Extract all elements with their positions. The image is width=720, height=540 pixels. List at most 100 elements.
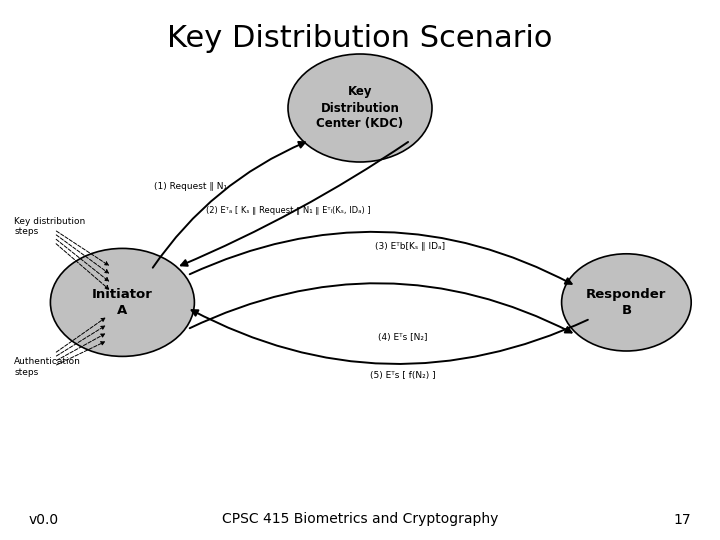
Text: (4) Eᵀs [N₂]: (4) Eᵀs [N₂] [379, 333, 428, 342]
Ellipse shape [292, 57, 419, 152]
Ellipse shape [562, 254, 691, 351]
Ellipse shape [53, 251, 184, 348]
Ellipse shape [50, 248, 194, 356]
Ellipse shape [292, 57, 417, 151]
Ellipse shape [55, 252, 181, 346]
Text: Initiator
A: Initiator A [92, 288, 153, 317]
Ellipse shape [291, 56, 423, 156]
Ellipse shape [53, 250, 189, 352]
Ellipse shape [289, 55, 429, 160]
Ellipse shape [564, 255, 684, 346]
Ellipse shape [565, 256, 680, 342]
Ellipse shape [562, 254, 688, 349]
Ellipse shape [292, 57, 420, 153]
Ellipse shape [292, 57, 418, 151]
Ellipse shape [291, 56, 421, 154]
Ellipse shape [566, 257, 678, 341]
Ellipse shape [292, 57, 418, 152]
Ellipse shape [564, 256, 681, 343]
Ellipse shape [564, 255, 685, 346]
Ellipse shape [55, 252, 179, 345]
Ellipse shape [562, 254, 690, 350]
Text: Responder
B: Responder B [586, 288, 667, 317]
Ellipse shape [562, 254, 691, 351]
Ellipse shape [565, 256, 679, 342]
Ellipse shape [291, 56, 422, 154]
Ellipse shape [55, 252, 181, 347]
Ellipse shape [564, 256, 683, 345]
Text: Key
Distribution
Center (KDC): Key Distribution Center (KDC) [316, 85, 404, 131]
Ellipse shape [52, 249, 190, 353]
Ellipse shape [53, 251, 185, 349]
Ellipse shape [55, 252, 179, 345]
Text: (3) Eᵀb[Kₛ ∥ IDₐ]: (3) Eᵀb[Kₛ ∥ IDₐ] [375, 241, 446, 250]
Ellipse shape [53, 251, 186, 350]
Ellipse shape [53, 250, 187, 351]
Ellipse shape [289, 55, 430, 160]
Ellipse shape [565, 256, 678, 341]
Ellipse shape [564, 256, 682, 344]
Ellipse shape [564, 255, 684, 346]
Ellipse shape [289, 55, 427, 158]
Text: v0.0: v0.0 [29, 512, 59, 526]
Ellipse shape [291, 56, 423, 155]
Text: Key distribution
steps: Key distribution steps [14, 217, 86, 237]
Ellipse shape [288, 54, 432, 162]
Ellipse shape [54, 251, 184, 348]
Text: Authentication
steps: Authentication steps [14, 357, 81, 377]
Ellipse shape [565, 256, 679, 342]
Ellipse shape [53, 250, 188, 352]
Ellipse shape [289, 55, 431, 161]
Ellipse shape [50, 248, 193, 355]
Text: 17: 17 [674, 512, 691, 526]
Ellipse shape [292, 57, 420, 153]
Ellipse shape [563, 255, 686, 347]
Ellipse shape [292, 57, 419, 152]
Ellipse shape [54, 251, 183, 348]
Ellipse shape [51, 249, 193, 355]
Ellipse shape [53, 250, 186, 350]
Ellipse shape [562, 254, 688, 348]
Ellipse shape [564, 256, 681, 343]
Ellipse shape [563, 255, 687, 348]
Ellipse shape [288, 54, 432, 162]
Ellipse shape [566, 257, 677, 340]
Text: CPSC 415 Biometrics and Cryptography: CPSC 415 Biometrics and Cryptography [222, 512, 498, 526]
Text: (1) Request ∥ N₁: (1) Request ∥ N₁ [154, 182, 228, 191]
Ellipse shape [289, 55, 426, 158]
Ellipse shape [52, 249, 189, 353]
Ellipse shape [52, 249, 191, 354]
Ellipse shape [562, 254, 690, 350]
Ellipse shape [55, 252, 180, 346]
Ellipse shape [293, 58, 417, 151]
Ellipse shape [290, 56, 426, 158]
Ellipse shape [51, 249, 191, 354]
Text: (5) Eᵀs [ f(N₂) ]: (5) Eᵀs [ f(N₂) ] [370, 371, 436, 380]
Ellipse shape [564, 256, 683, 345]
Ellipse shape [562, 254, 690, 350]
Ellipse shape [290, 56, 424, 156]
Ellipse shape [565, 256, 680, 343]
Ellipse shape [563, 255, 685, 347]
Ellipse shape [292, 57, 421, 154]
Ellipse shape [564, 255, 683, 345]
Ellipse shape [289, 55, 428, 159]
Ellipse shape [562, 254, 689, 349]
Ellipse shape [54, 251, 181, 347]
Ellipse shape [288, 54, 431, 161]
Text: (2) Eᵀₐ [ Kₛ ∥ Request ∥ N₁ ∥ Eᵀₗ(Kₛ, IDₐ) ]: (2) Eᵀₐ [ Kₛ ∥ Request ∥ N₁ ∥ Eᵀₗ(Kₛ, ID… [206, 206, 370, 215]
Ellipse shape [566, 257, 678, 341]
Text: Key Distribution Scenario: Key Distribution Scenario [167, 24, 553, 53]
Ellipse shape [563, 255, 687, 348]
Ellipse shape [53, 251, 184, 349]
Ellipse shape [54, 251, 182, 347]
Ellipse shape [50, 248, 194, 356]
Ellipse shape [562, 254, 689, 349]
Ellipse shape [289, 55, 428, 159]
Ellipse shape [289, 55, 428, 159]
Ellipse shape [564, 255, 685, 347]
Ellipse shape [288, 54, 431, 161]
Ellipse shape [290, 56, 423, 156]
Ellipse shape [51, 249, 192, 354]
Ellipse shape [293, 58, 416, 150]
